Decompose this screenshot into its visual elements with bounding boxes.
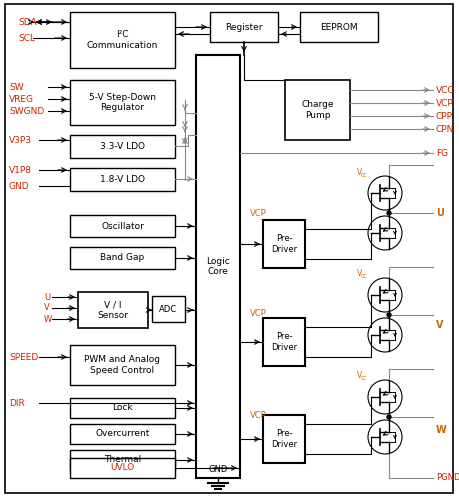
Text: CC: CC [360, 377, 367, 382]
Text: 3.3-V LDO: 3.3-V LDO [100, 142, 145, 151]
Text: SPEED: SPEED [9, 352, 38, 361]
Text: Pre-
Driver: Pre- Driver [270, 429, 297, 449]
Text: Band Gap: Band Gap [100, 253, 144, 262]
Text: V: V [44, 303, 50, 312]
Bar [263, 220, 304, 268]
Circle shape [386, 313, 390, 317]
Bar [196, 55, 240, 478]
Text: SWGND: SWGND [9, 106, 44, 115]
Text: V / I
Sensor: V / I Sensor [97, 300, 128, 320]
Text: EEPROM: EEPROM [319, 22, 357, 31]
Text: U: U [44, 292, 50, 301]
Circle shape [386, 211, 390, 215]
Text: Oscillator: Oscillator [101, 222, 144, 231]
Text: 1.8-V LDO: 1.8-V LDO [100, 175, 145, 184]
Text: GND: GND [208, 465, 227, 474]
Text: V: V [356, 269, 362, 278]
Text: CC: CC [360, 173, 367, 178]
Text: V: V [435, 320, 442, 330]
Text: VCP: VCP [435, 98, 453, 107]
Text: Lock: Lock [112, 404, 133, 413]
Bar [70, 135, 174, 158]
Text: V: V [356, 168, 362, 177]
Text: VCP: VCP [249, 411, 266, 420]
Text: Logic
Core: Logic Core [206, 257, 230, 276]
Bar [263, 415, 304, 463]
Text: PWM and Analog
Speed Control: PWM and Analog Speed Control [84, 355, 160, 375]
Bar [70, 168, 174, 191]
Circle shape [386, 415, 390, 419]
Text: V: V [356, 371, 362, 381]
Bar [285, 80, 349, 140]
Text: 5-V Step-Down
Regulator: 5-V Step-Down Regulator [89, 93, 156, 112]
Bar [70, 458, 174, 478]
Text: GND: GND [9, 182, 29, 191]
Text: UVLO: UVLO [110, 464, 134, 473]
Text: FG: FG [435, 149, 447, 158]
Text: SW: SW [9, 82, 23, 91]
Text: VREG: VREG [9, 94, 34, 103]
Text: I²C
Communication: I²C Communication [87, 30, 158, 50]
Bar [210, 12, 277, 42]
Text: W: W [435, 425, 446, 435]
Bar [70, 215, 174, 237]
Text: V1P8: V1P8 [9, 166, 32, 175]
Bar [70, 398, 174, 418]
Text: DIR: DIR [9, 399, 25, 408]
Bar [70, 247, 174, 269]
Text: Charge
Pump: Charge Pump [301, 100, 333, 120]
Text: Pre-
Driver: Pre- Driver [270, 235, 297, 253]
Text: Pre-
Driver: Pre- Driver [270, 332, 297, 352]
Text: U: U [435, 208, 443, 218]
Text: VCC: VCC [435, 85, 453, 94]
Bar [70, 12, 174, 68]
Text: W: W [44, 314, 52, 323]
Text: CC: CC [360, 274, 367, 279]
Bar [70, 345, 174, 385]
Bar [70, 424, 174, 444]
Bar [78, 292, 148, 328]
Text: SCL: SCL [18, 33, 35, 42]
Text: V3P3: V3P3 [9, 136, 32, 145]
Text: SDA: SDA [18, 17, 37, 26]
Text: Overcurrent: Overcurrent [95, 430, 149, 439]
Bar [299, 12, 377, 42]
Text: CPP: CPP [435, 111, 452, 120]
Bar [151, 296, 185, 322]
Text: VCP: VCP [249, 209, 266, 218]
Text: PGND: PGND [435, 474, 459, 483]
Text: Thermal: Thermal [104, 456, 141, 465]
Text: ADC: ADC [159, 304, 177, 313]
Bar [70, 450, 174, 470]
Text: Register: Register [225, 22, 262, 31]
Bar [70, 80, 174, 125]
Bar [263, 318, 304, 366]
Text: CPN: CPN [435, 124, 453, 134]
Text: VCP: VCP [249, 308, 266, 317]
